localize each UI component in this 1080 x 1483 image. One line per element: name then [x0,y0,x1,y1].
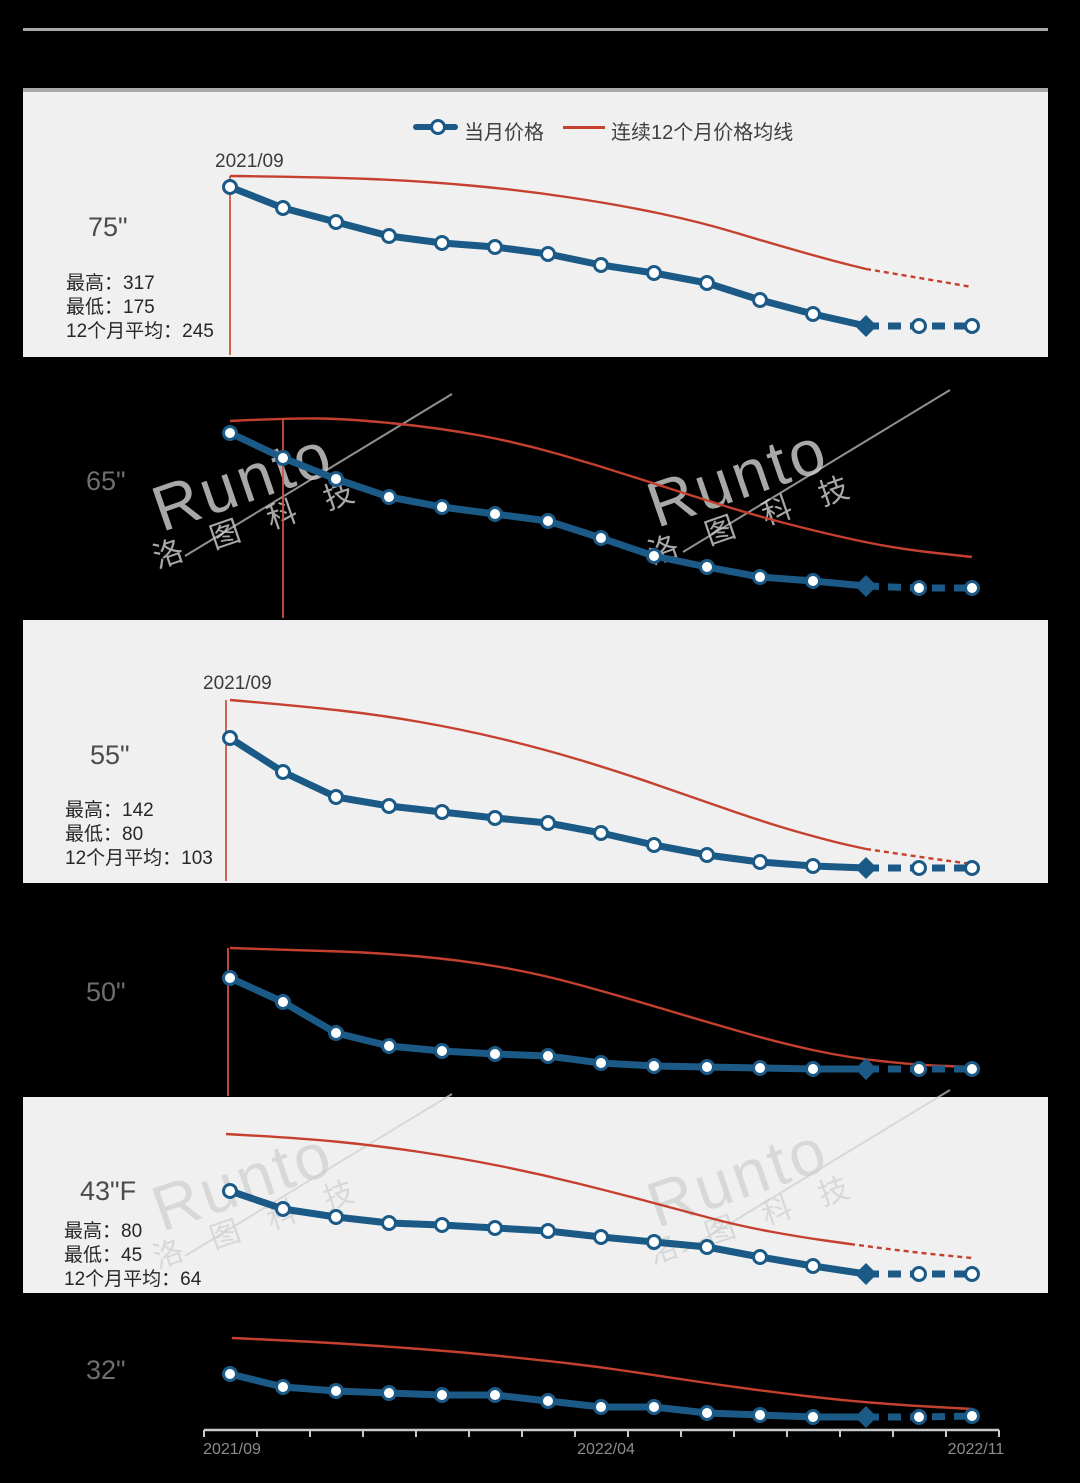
panel-strip-55 [23,620,1048,883]
axis-label-2022-11: 2022/11 [947,1441,1005,1458]
top-divider-rule [23,28,1048,31]
legend-blue-marker-icon [430,119,446,135]
legend-label-12mo-average: 连续12个月价格均线 [611,122,794,144]
stat-min-55: 最低：80 [65,824,144,845]
legend-label-monthly-price: 当月价格 [464,122,544,144]
axis-label-2022-04: 2022/04 [577,1441,635,1458]
stat-max-75: 最高：317 [66,273,155,294]
legend-red-line-swatch [563,126,605,129]
axis-label-2021-09: 2021/09 [203,1441,261,1458]
stat-min-75: 最低：175 [66,297,155,318]
stat-max-43: 最高：80 [64,1221,143,1242]
panel-label-55: 55" [90,740,130,770]
start-month-annotation: 2021/09 [215,151,284,172]
panel-label-32: 32" [86,1355,126,1385]
panel-strip-43 [23,1097,1048,1293]
stat-avg-75: 12个月平均：245 [66,321,214,342]
panel-label-75: 75" [88,212,128,242]
stat-avg-43: 12个月平均：64 [64,1269,202,1290]
stat-min-43: 最低：45 [64,1245,143,1266]
panel-label-65: 65" [86,466,126,496]
stat-max-55: 最高：142 [65,800,154,821]
stat-avg-55: 12个月平均：103 [65,848,213,869]
panel-label-50: 50" [86,977,126,1007]
panel-strip-75 [23,88,1048,357]
panel-label-43: 43"F [80,1176,137,1206]
start-month-annotation: 2021/09 [203,673,272,694]
